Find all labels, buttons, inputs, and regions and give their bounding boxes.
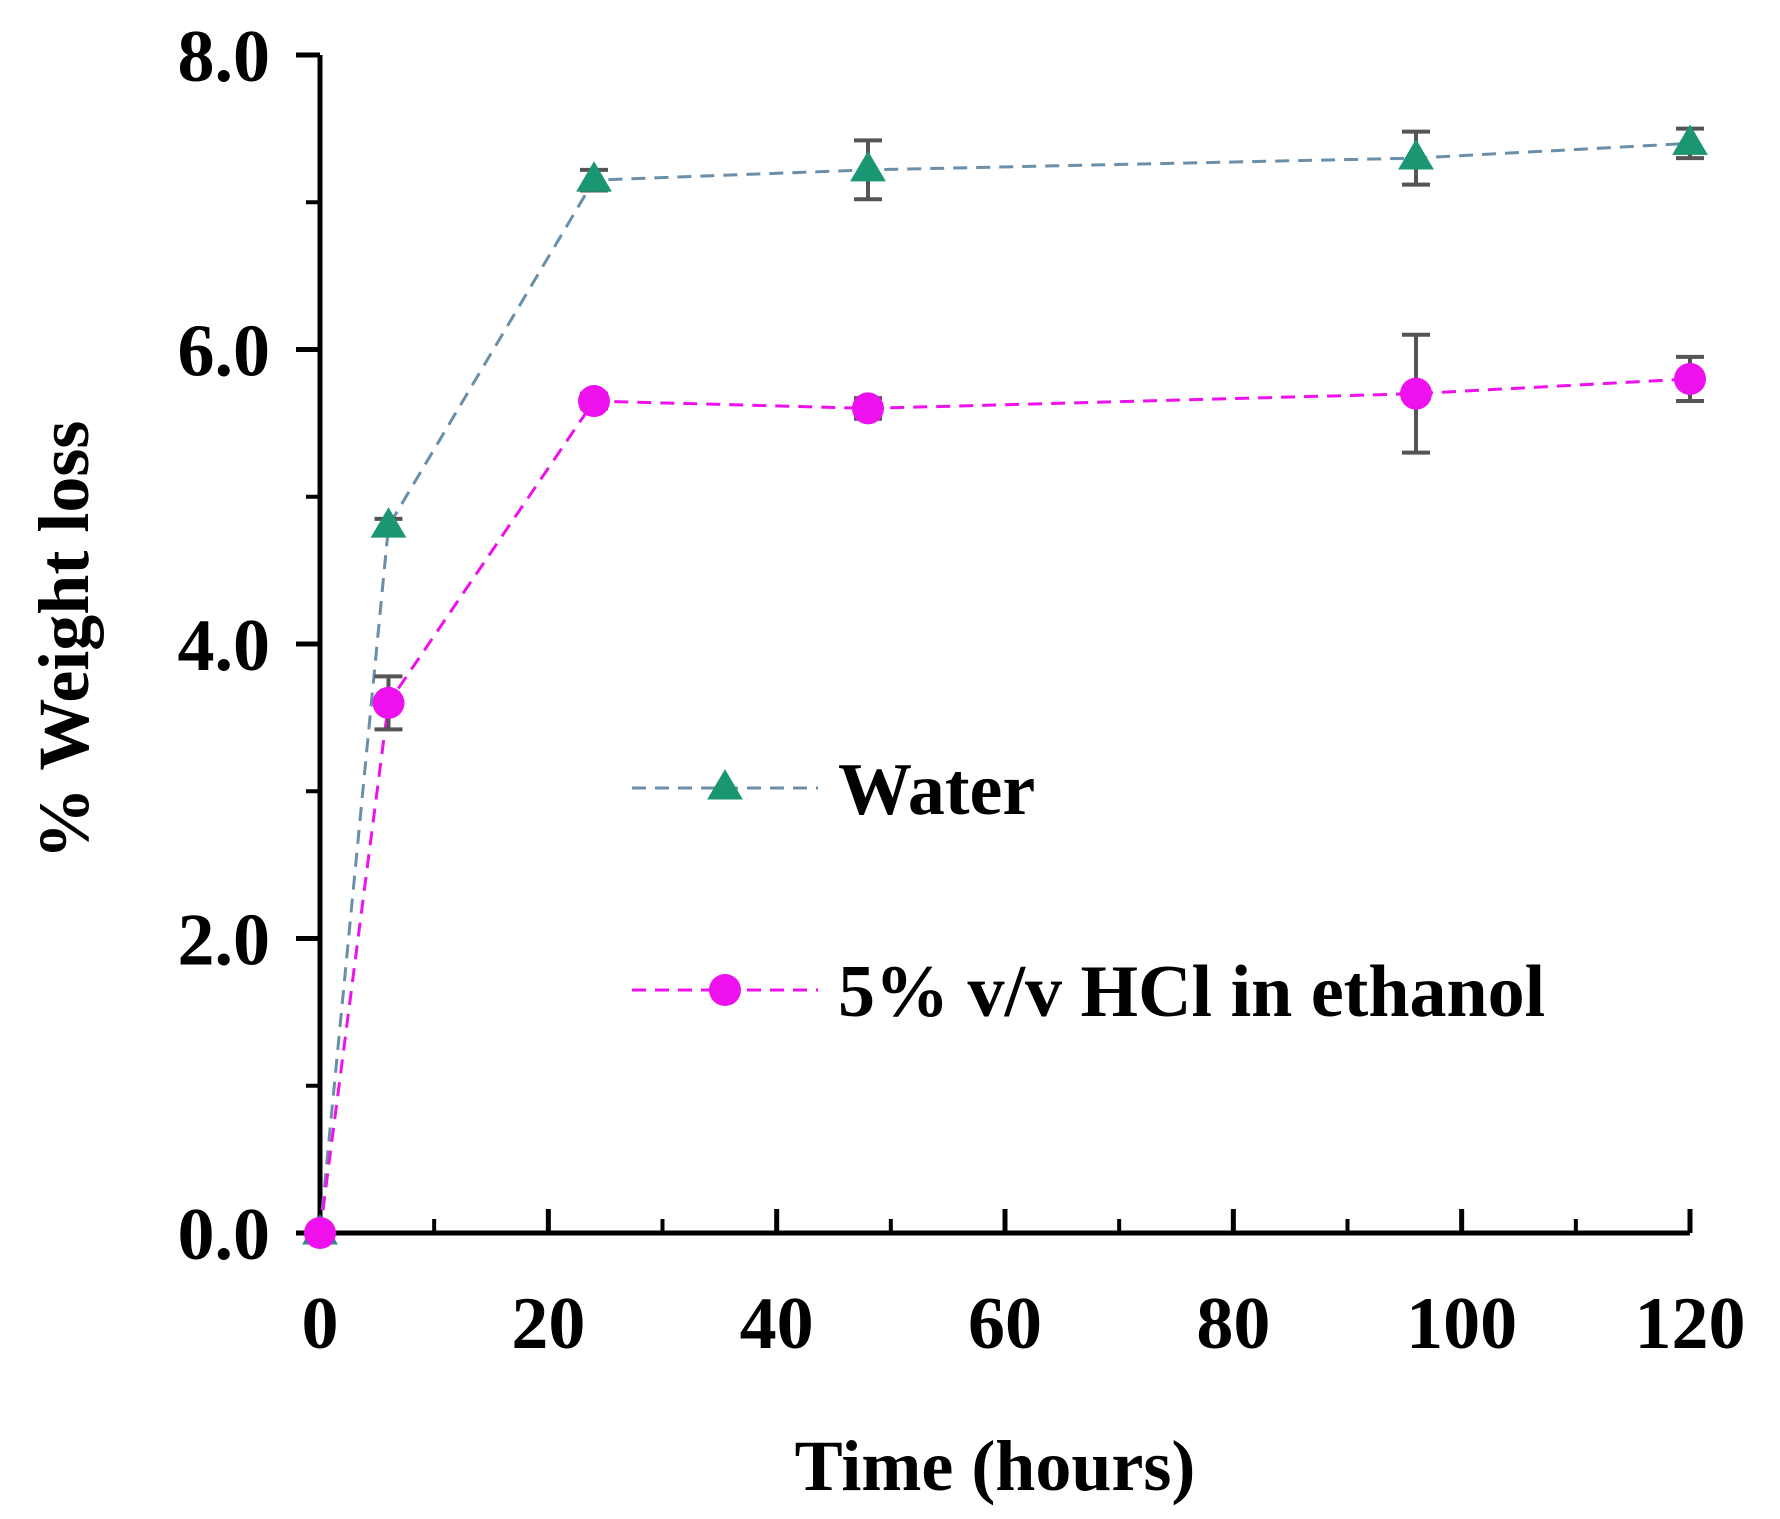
data-point (1400, 377, 1432, 410)
x-tick-label: 40 (740, 1283, 814, 1365)
data-point (850, 150, 886, 182)
data-point (304, 1217, 336, 1249)
y-axis-label: % Weight loss (24, 421, 104, 860)
y-tick-label: 4.0 (178, 605, 271, 687)
x-tick-label: 120 (1635, 1283, 1746, 1365)
data-point (852, 392, 884, 425)
x-tick-label: 60 (968, 1283, 1042, 1365)
data-point (372, 686, 405, 719)
legend-marker (709, 974, 741, 1006)
data-point (1398, 139, 1434, 170)
legend-marker (707, 769, 743, 800)
series-hcl-ethanol (304, 332, 1706, 1249)
legend-label: Water (838, 749, 1035, 831)
data-point (370, 507, 407, 538)
legend: Water 5% v/v HCl in ethanol (632, 749, 1545, 1033)
x-tick-label: 100 (1406, 1283, 1517, 1365)
series-line (318, 141, 1691, 1234)
data-point (1672, 124, 1708, 155)
legend-item-water: Water (632, 749, 1035, 831)
legend-label: 5% v/v HCl in ethanol (838, 951, 1545, 1033)
y-tick-label: 6.0 (178, 311, 271, 393)
series-line (318, 377, 1691, 1234)
x-tick-label: 20 (511, 1283, 585, 1365)
y-tick-label: 8.0 (178, 16, 271, 98)
data-point (578, 385, 610, 418)
x-axis-label: Time (hours) (795, 1426, 1196, 1506)
series-water (302, 124, 1708, 1245)
y-tick-label: 0.0 (178, 1194, 271, 1276)
x-tick-label: 0 (302, 1283, 339, 1365)
data-point (1674, 362, 1706, 395)
axes: 0.0 2.0 4.0 6.0 8.0 0 20 40 60 80 100 120 (178, 16, 1746, 1365)
x-tick-label: 80 (1196, 1283, 1270, 1365)
data-point (576, 161, 612, 192)
series-layer (302, 124, 1708, 1249)
legend-item-hcl-ethanol: 5% v/v HCl in ethanol (632, 951, 1545, 1033)
y-tick-label: 2.0 (178, 900, 271, 982)
